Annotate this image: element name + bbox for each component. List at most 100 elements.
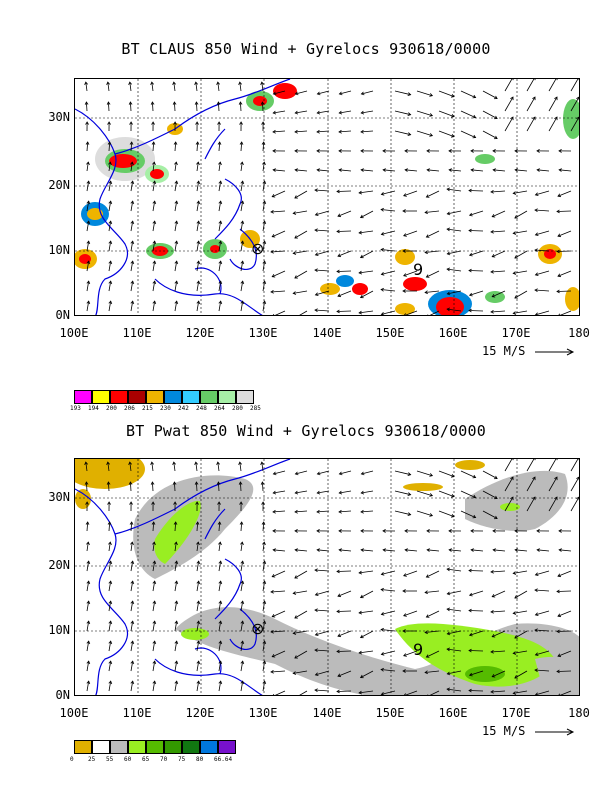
wind-vector-head: [106, 481, 111, 485]
wind-vector: [468, 270, 484, 272]
wind-vector: [295, 90, 308, 95]
wind-vector-head: [427, 314, 429, 315]
legend-swatch: [92, 740, 110, 754]
wind-vector: [403, 650, 418, 657]
wind-vector: [293, 210, 308, 214]
wind-vector: [493, 549, 506, 552]
panel1-circle-cross-marker: ⊗: [251, 239, 264, 258]
wind-vector: [294, 510, 308, 513]
wind-vector-head: [151, 141, 156, 145]
wind-vector-head: [380, 587, 384, 592]
panel1-ylabel-0n: 0N: [55, 308, 70, 322]
wind-vector: [394, 90, 411, 96]
wind-vector-head: [216, 101, 221, 105]
wind-vector-head: [514, 255, 518, 259]
legend-swatch: [74, 740, 92, 754]
wind-vector-head: [174, 180, 179, 185]
wind-vector-head: [174, 541, 178, 546]
wind-vector-head: [108, 640, 113, 645]
wind-vector: [416, 110, 433, 117]
wind-vector: [447, 648, 462, 652]
wind-vector: [570, 476, 579, 492]
wind-vector-head: [216, 461, 221, 465]
wind-vector: [262, 581, 266, 592]
wind-vector: [174, 561, 178, 572]
wind-vector: [492, 290, 506, 298]
wind-vector-head: [218, 240, 223, 245]
wind-vector: [152, 641, 156, 652]
wind-vector-head: [491, 593, 496, 598]
wind-vector: [295, 169, 308, 172]
wind-vector: [108, 601, 112, 612]
wind-vector-head: [314, 608, 318, 613]
wind-vector-head: [86, 580, 91, 585]
wind-vector: [85, 82, 88, 92]
legend-swatch: [128, 390, 146, 404]
wind-vector: [535, 610, 550, 616]
wind-vector-head: [512, 191, 517, 195]
wind-vector-head: [380, 652, 385, 656]
wind-vector-head: [272, 693, 275, 695]
wind-vector: [404, 690, 418, 695]
wind-vector-head: [316, 91, 321, 96]
wind-vector-head: [152, 560, 157, 565]
wind-vector-head: [173, 141, 178, 145]
wind-vector: [218, 641, 222, 652]
wind-vector-head: [492, 149, 496, 153]
wind-vector-head: [240, 680, 245, 685]
wind-vector: [261, 82, 264, 92]
wind-vector-head: [108, 200, 113, 205]
wind-vector-head: [173, 121, 177, 125]
wind-vector: [570, 459, 579, 472]
wind-vector-head: [262, 260, 267, 265]
panel2-xlabel: 110E: [122, 706, 152, 720]
wind-vector: [425, 590, 440, 593]
wind-vector-head: [272, 529, 276, 533]
wind-vector: [447, 608, 462, 612]
wind-vector-head: [196, 660, 201, 665]
wind-vector: [317, 549, 330, 552]
wind-vector-head: [292, 631, 297, 635]
wind-vector: [471, 549, 484, 552]
wind-vector: [314, 309, 330, 312]
wind-vector-head: [472, 474, 477, 479]
wind-vector-head: [218, 660, 223, 665]
wind-vector-head: [512, 79, 514, 81]
wind-vector: [196, 221, 200, 232]
wind-vector: [174, 621, 178, 632]
wind-vector: [548, 459, 557, 472]
wind-vector: [336, 270, 352, 272]
wind-vector: [403, 190, 418, 197]
panel1-legend: [74, 390, 254, 404]
wind-vector: [86, 301, 90, 312]
wind-vector: [86, 141, 89, 152]
wind-vector-head: [494, 135, 498, 140]
wind-vector: [535, 650, 550, 656]
wind-vector: [196, 601, 200, 612]
wind-vector: [336, 650, 352, 652]
panel2-legend: [74, 740, 236, 754]
wind-vector-head: [262, 300, 267, 305]
wind-vector-head: [152, 640, 157, 645]
panel1-xlabel: 130E: [248, 326, 278, 340]
wind-vector-head: [338, 168, 342, 172]
wind-vector-head: [260, 81, 265, 85]
wind-vector: [416, 90, 433, 97]
wind-vector-head: [512, 231, 517, 235]
wind-vector-head: [407, 112, 412, 116]
wind-vector: [86, 681, 90, 692]
wind-vector-head: [402, 669, 406, 673]
wind-vector-head: [172, 81, 177, 85]
wind-vector-head: [174, 280, 179, 285]
wind-vector: [381, 690, 396, 695]
wind-vector-head: [358, 570, 363, 575]
wind-vector: [218, 681, 222, 692]
wind-vector-head: [336, 269, 340, 274]
wind-vector-head: [494, 515, 498, 520]
wind-vector-head: [536, 529, 540, 533]
wind-vector: [513, 230, 528, 234]
wind-vector-head: [86, 260, 91, 265]
legend-swatch: [110, 390, 128, 404]
wind-vector-head: [450, 514, 455, 518]
wind-vector-head: [470, 529, 474, 533]
